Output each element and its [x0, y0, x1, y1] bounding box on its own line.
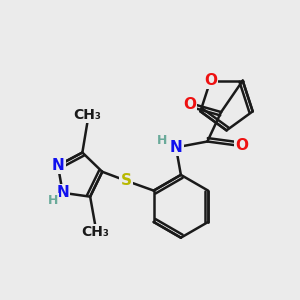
Text: S: S	[121, 173, 132, 188]
Text: O: O	[183, 97, 196, 112]
Text: N: N	[169, 140, 182, 155]
Text: O: O	[235, 138, 248, 153]
Text: CH₃: CH₃	[81, 225, 109, 239]
Text: CH₃: CH₃	[73, 108, 101, 122]
Text: O: O	[204, 73, 217, 88]
Text: N: N	[52, 158, 64, 173]
Text: H: H	[48, 194, 58, 207]
Text: H: H	[157, 134, 167, 147]
Text: N: N	[56, 185, 69, 200]
